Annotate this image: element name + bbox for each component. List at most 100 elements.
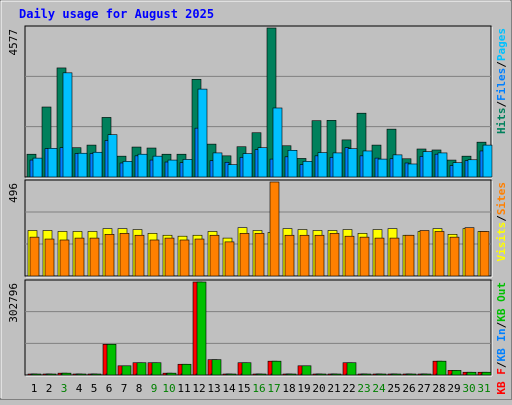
bar-sites-day-17 xyxy=(269,181,280,277)
x-label-day-26: 26 xyxy=(402,382,415,395)
bar-kb-out-day-6 xyxy=(106,343,117,376)
bar-kb-out-day-12 xyxy=(196,281,207,376)
bar-kb-out-day-23 xyxy=(361,373,372,376)
x-label-day-11: 11 xyxy=(177,382,190,395)
bar-sites-day-6 xyxy=(104,234,115,277)
bar-kb-out-day-10 xyxy=(166,372,177,376)
x-label-day-6: 6 xyxy=(106,382,113,395)
bar-sites-day-7 xyxy=(119,233,130,277)
x-label-day-10: 10 xyxy=(162,382,175,395)
bar-kb-out-day-4 xyxy=(76,373,87,376)
x-label-day-8: 8 xyxy=(136,382,143,395)
panel-ymax-label: 302796 xyxy=(7,283,20,323)
bar-kb-out-day-7 xyxy=(121,365,132,376)
panel-legend: Hits/Files/Pages xyxy=(495,28,508,134)
x-label-day-12: 12 xyxy=(192,382,205,395)
bar-kb-out-day-17 xyxy=(271,360,282,376)
x-label-day-3: 3 xyxy=(61,382,68,395)
x-label-day-29: 29 xyxy=(447,382,460,395)
bar-pages-day-16 xyxy=(257,147,268,178)
bar-kb-out-day-26 xyxy=(406,373,417,376)
bar-sites-day-4 xyxy=(74,237,85,277)
bar-kb-out-day-31 xyxy=(481,371,492,376)
bar-kb-out-day-19 xyxy=(301,365,312,376)
x-label-day-18: 18 xyxy=(282,382,295,395)
bar-pages-day-2 xyxy=(47,148,58,178)
bar-pages-day-15 xyxy=(242,153,253,178)
legend-part-3: Sites xyxy=(495,182,508,215)
bar-sites-day-16 xyxy=(254,233,265,277)
chart-panels: 4577Hits/Files/Pages496Visits/Sites30279… xyxy=(7,25,508,395)
bar-pages-day-3 xyxy=(62,72,73,178)
bar-kb-out-day-22 xyxy=(346,362,357,376)
bar-kb-out-day-30 xyxy=(466,371,477,376)
bar-kb-out-day-3 xyxy=(61,372,72,376)
bar-pages-day-27 xyxy=(422,151,433,178)
bar-sites-day-25 xyxy=(389,237,400,277)
bar-pages-day-5 xyxy=(92,151,103,178)
bar-sites-day-29 xyxy=(449,236,460,277)
x-label-day-4: 4 xyxy=(76,382,83,395)
bar-sites-day-9 xyxy=(149,239,160,277)
bar-pages-day-11 xyxy=(182,159,193,178)
bar-pages-day-14 xyxy=(227,164,238,178)
panel-2: 496 Visits/Sites xyxy=(7,179,508,278)
legend-part-5: KB Out xyxy=(495,282,508,322)
bar-sites-day-19 xyxy=(299,234,310,277)
bar-kb-out-day-9 xyxy=(151,362,162,376)
bar-pages-day-12 xyxy=(197,88,208,178)
bar-kb-out-day-28 xyxy=(436,360,447,376)
bar-pages-day-8 xyxy=(137,153,148,178)
legend-part-1: KB F xyxy=(495,368,508,395)
bar-pages-day-13 xyxy=(212,152,223,178)
bar-kb-out-day-2 xyxy=(46,373,57,376)
bar-pages-day-31 xyxy=(482,144,493,178)
x-label-day-2: 2 xyxy=(46,382,53,395)
bar-sites-day-12 xyxy=(194,238,205,277)
bar-sites-day-22 xyxy=(344,235,355,277)
legend-part-4: / xyxy=(495,321,508,328)
legend-part-3: KB In xyxy=(495,328,508,361)
bar-pages-day-20 xyxy=(317,152,328,178)
panel-legend: Visits/Sites xyxy=(495,182,508,262)
bar-pages-day-23 xyxy=(362,150,373,178)
x-label-day-17: 17 xyxy=(267,382,280,395)
bar-kb-out-day-21 xyxy=(331,373,342,376)
x-label-day-27: 27 xyxy=(417,382,430,395)
x-label-day-23: 23 xyxy=(357,382,370,395)
bar-pages-day-4 xyxy=(77,152,88,178)
x-label-day-30: 30 xyxy=(462,382,475,395)
x-label-day-16: 16 xyxy=(252,382,265,395)
bar-kb-out-day-25 xyxy=(391,373,402,376)
bar-kb-out-day-14 xyxy=(226,373,237,376)
bar-pages-day-18 xyxy=(287,150,298,178)
legend-part-2: / xyxy=(495,215,508,222)
x-label-day-31: 31 xyxy=(477,382,490,395)
bar-kb-out-day-24 xyxy=(376,373,387,376)
legend-part-5: Pages xyxy=(495,28,508,61)
bar-kb-out-day-1 xyxy=(31,373,42,376)
bar-sites-day-11 xyxy=(179,239,190,277)
legend-part-1: Hits xyxy=(495,108,508,135)
bar-sites-day-8 xyxy=(134,234,145,277)
legend-part-4: / xyxy=(495,61,508,68)
bar-sites-day-3 xyxy=(59,239,70,277)
x-label-day-9: 9 xyxy=(151,382,158,395)
x-label-day-28: 28 xyxy=(432,382,445,395)
bar-pages-day-22 xyxy=(347,148,358,178)
bar-sites-day-31 xyxy=(479,231,490,277)
bar-pages-day-9 xyxy=(152,155,163,178)
panel-ymax-label: 496 xyxy=(7,183,20,203)
bar-pages-day-21 xyxy=(332,152,343,178)
bar-pages-day-24 xyxy=(377,158,388,178)
bar-kb-out-day-11 xyxy=(181,363,192,376)
bar-kb-out-day-13 xyxy=(211,359,222,376)
legend-part-2: / xyxy=(495,101,508,108)
bar-kb-out-day-15 xyxy=(241,362,252,376)
bar-pages-day-17 xyxy=(272,107,283,178)
bar-sites-day-10 xyxy=(164,237,175,277)
x-label-day-15: 15 xyxy=(237,382,250,395)
bar-kb-out-day-8 xyxy=(136,362,147,376)
